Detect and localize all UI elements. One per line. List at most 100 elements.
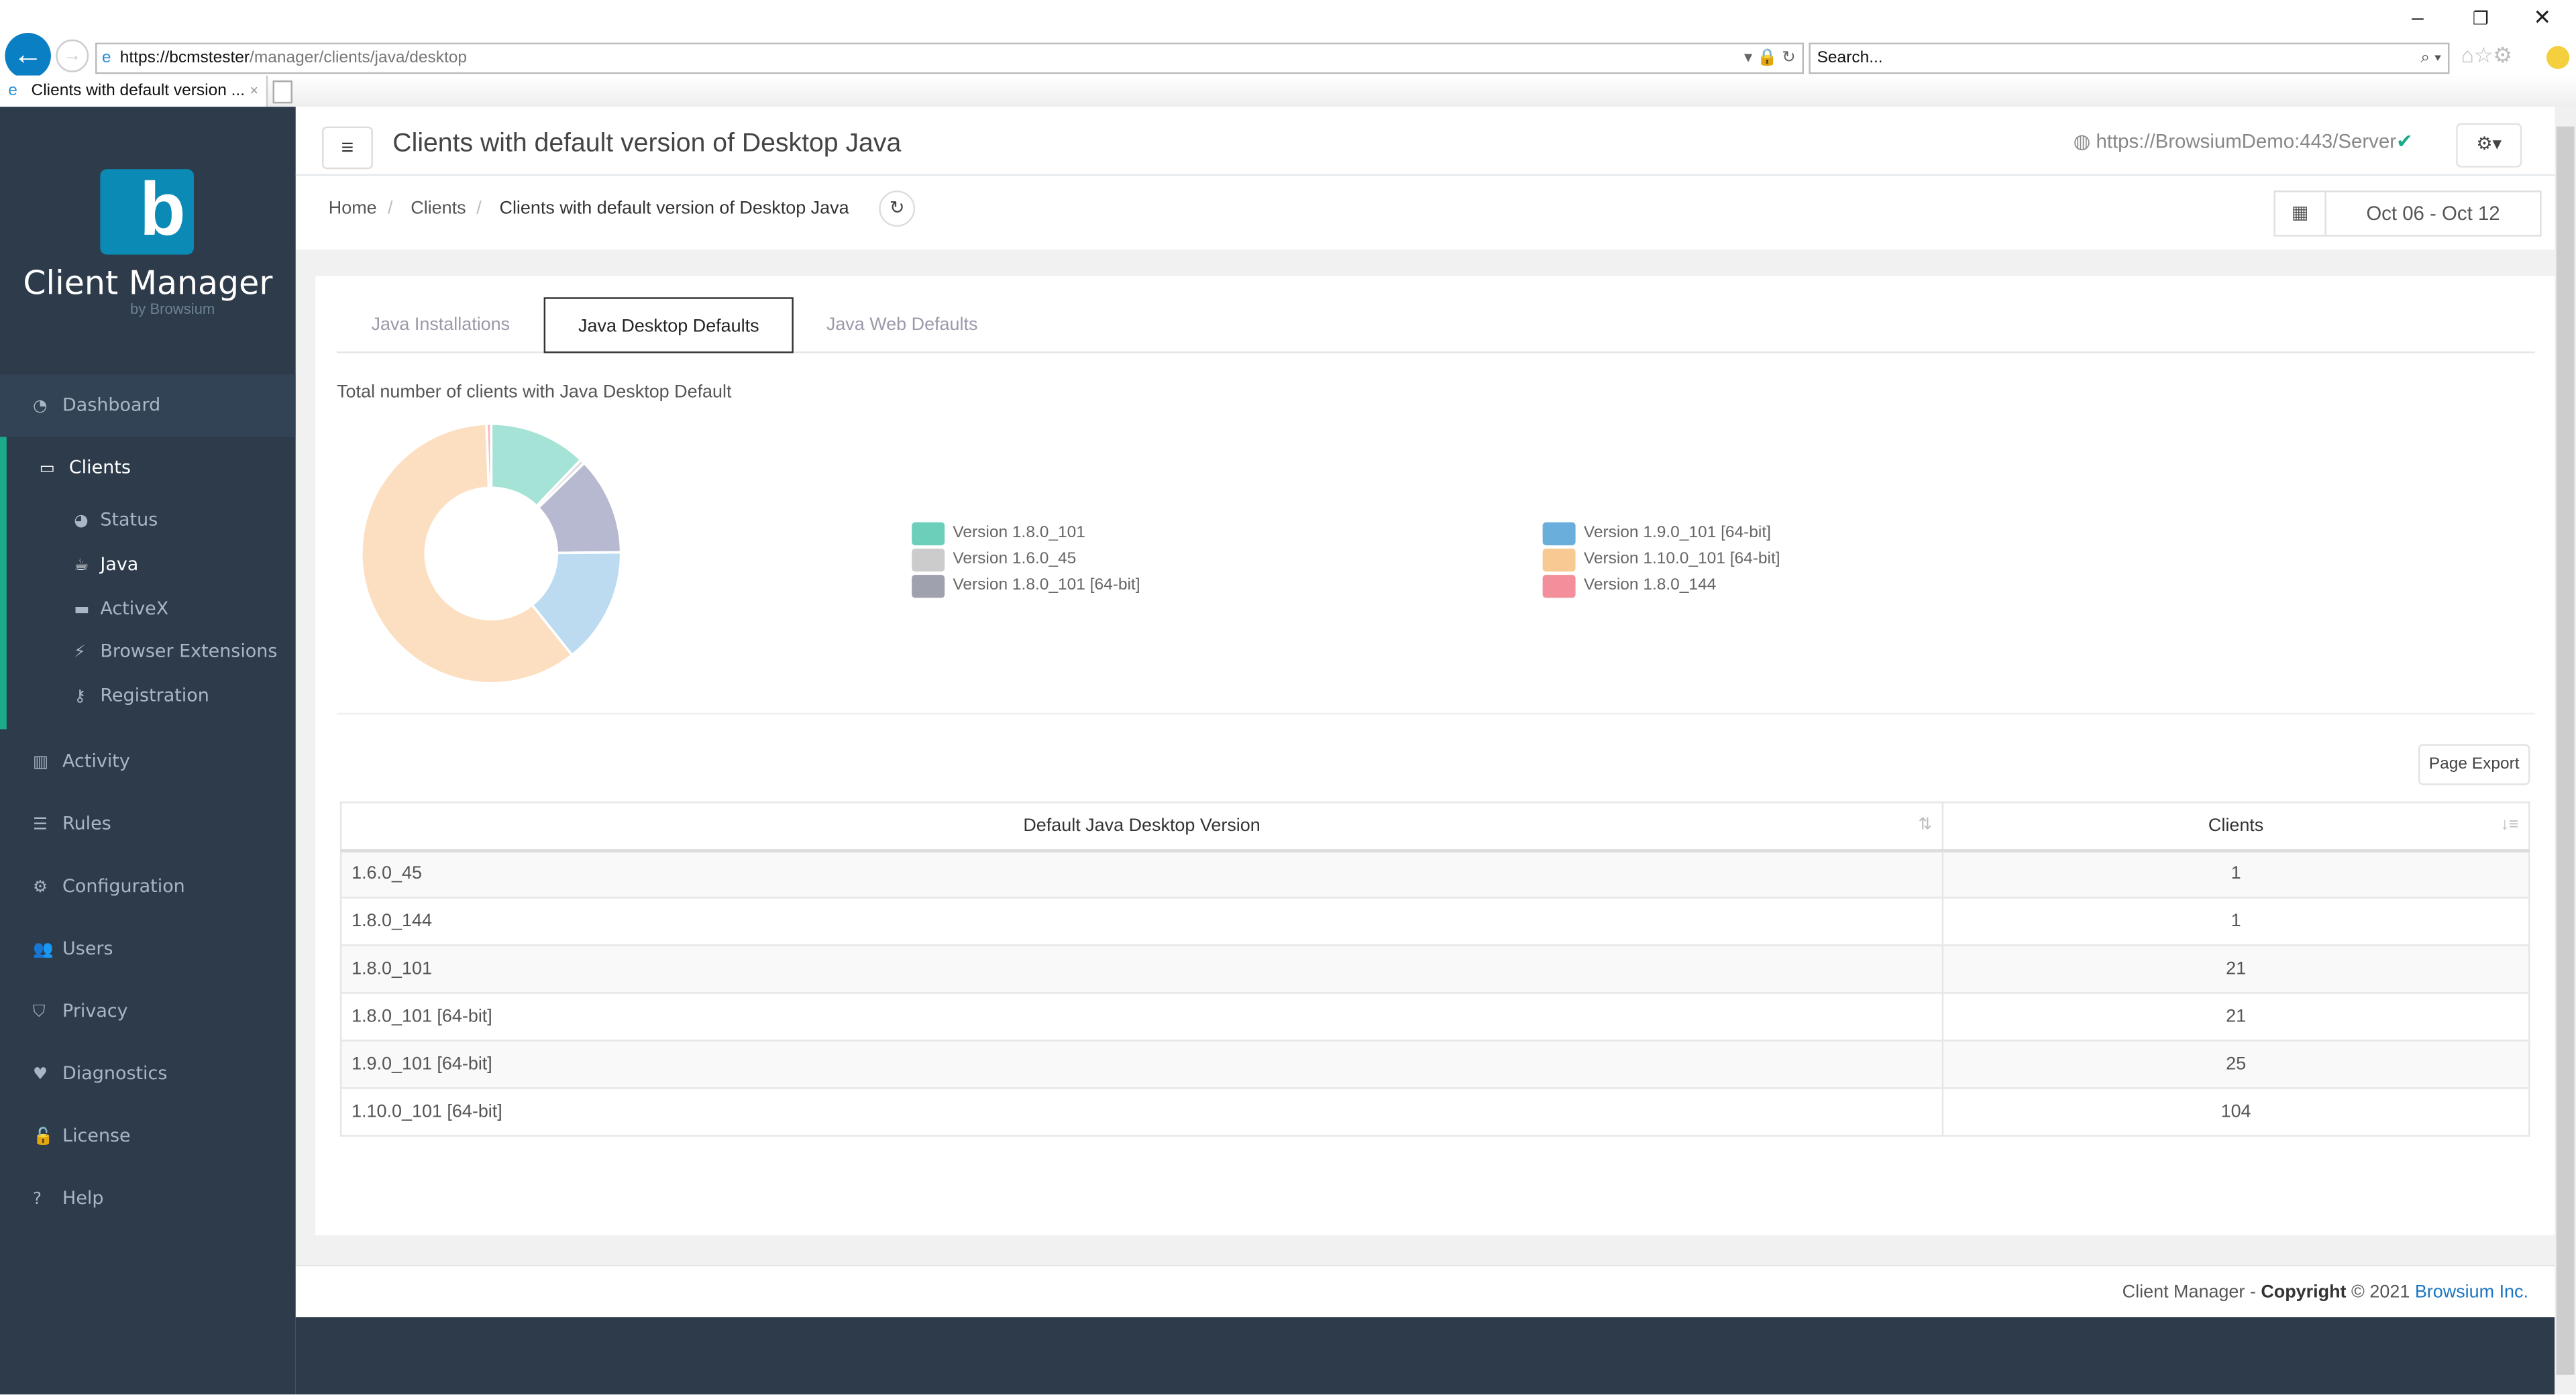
brand-sub: by Browsium [130, 300, 215, 317]
chart-title: Total number of clients with Java Deskto… [337, 382, 732, 403]
tab-java-web-defaults[interactable]: Java Web Defaults [826, 315, 978, 335]
header-label: Default Java Desktop Version [1023, 816, 1260, 836]
sidebar-sub-browser-extensions[interactable]: ⚡ Browser Extensions [74, 630, 277, 673]
gear-icon: ⚙ [32, 879, 48, 897]
key-icon: ⚷ [74, 688, 87, 707]
legend-swatch [1542, 575, 1576, 598]
label: Status [100, 509, 158, 531]
home-star-gear-icons[interactable]: ⌂☆⚙ [2461, 42, 2512, 68]
bar-chart-icon: ▥ [32, 754, 49, 773]
page-export-button[interactable]: Page Export [2418, 744, 2530, 785]
scrollbar[interactable] [2555, 107, 2576, 1395]
sidebar-item-configuration[interactable]: ⚙ Configuration [0, 856, 296, 918]
search-input[interactable]: Search... ⌕ ▾ [1809, 42, 2450, 74]
breadcrumb-clients[interactable]: Clients [411, 199, 466, 219]
version-cell: 1.10.0_101 [64-bit] [339, 1087, 1944, 1137]
donut-slice[interactable] [360, 423, 574, 685]
label: Java [100, 553, 139, 575]
version-cell: 1.6.0_45 [339, 849, 1944, 899]
tab-java-installations[interactable]: Java Installations [371, 315, 511, 335]
column-header-version[interactable]: Default Java Desktop Version ⇅ [339, 801, 1944, 852]
sidebar-item-dashboard[interactable]: ◔ Dashboard [0, 374, 296, 437]
forward-button[interactable]: → [56, 39, 89, 72]
version-cell: 1.9.0_101 [64-bit] [339, 1040, 1944, 1089]
legend-swatch [1542, 522, 1576, 546]
new-tab-button[interactable] [272, 80, 292, 104]
scrollbar-thumb[interactable] [2556, 126, 2575, 1375]
lock-refresh-icon[interactable]: ▾ 🔒 ↻ [1743, 49, 1796, 68]
close-icon[interactable]: ✕ [2533, 5, 2552, 30]
legend-label: Version 1.8.0_101 [953, 524, 1085, 543]
versions-table: Default Java Desktop Version ⇅ Clients ↓≡ … [339, 801, 2530, 1137]
tab-java-desktop-defaults[interactable]: Java Desktop Defaults [543, 297, 794, 353]
legend-item[interactable]: Version 1.8.0_101 [912, 522, 1085, 546]
footer-copyright: Copyright [2261, 1282, 2347, 1303]
label: Users [62, 938, 113, 960]
logo: b [100, 169, 194, 255]
search-placeholder: Search... [1817, 49, 1883, 68]
sidebar-item-clients[interactable]: ▭ Clients [0, 437, 296, 499]
settings-dropdown-button[interactable]: ⚙▾ [2456, 123, 2522, 168]
legend-item[interactable]: Version 1.9.0_101 [64-bit] [1542, 522, 1771, 546]
minimize-icon[interactable]: – [2412, 5, 2424, 30]
breadcrumb-home[interactable]: Home [328, 199, 377, 219]
dashboard-highlight [0, 374, 296, 437]
tab-strip [0, 75, 2576, 107]
donut-slice[interactable] [530, 551, 623, 657]
table-row: 1.8.0_101 [64-bit] 21 [339, 992, 2530, 1042]
smiley-icon[interactable] [2546, 46, 2570, 69]
version-cell: 1.8.0_144 [339, 897, 1944, 946]
company-link[interactable]: Browsium Inc. [2414, 1282, 2529, 1303]
sort-icon[interactable]: ⇅ [1918, 816, 1933, 835]
date-range-picker[interactable]: ▦ Oct 06 - Oct 12 [2273, 190, 2542, 237]
sidebar-item-users[interactable]: 👥 Users [0, 918, 296, 981]
tab-close-icon[interactable]: × [250, 82, 259, 99]
sidebar-item-privacy[interactable]: ⛉ Privacy [0, 981, 296, 1043]
sidebar-item-diagnostics[interactable]: ♥ Diagnostics [0, 1043, 296, 1105]
sidebar-sub-java[interactable]: ☕ Java [74, 544, 138, 587]
refresh-icon[interactable]: ↻ [879, 190, 916, 227]
sort-desc-icon[interactable]: ↓≡ [2500, 816, 2519, 835]
legend-item[interactable]: Version 1.10.0_101 [64-bit] [1542, 548, 1780, 572]
sidebar-sub-status[interactable]: ◕ Status [74, 499, 158, 542]
browser-tab[interactable]: e Clients with default version ... × [0, 75, 268, 107]
archive-icon: ▬ [74, 601, 90, 620]
sidebar-sub-activex[interactable]: ▬ ActiveX [74, 588, 168, 631]
legend-item[interactable]: Version 1.8.0_101 [64-bit] [912, 575, 1140, 598]
footer: Client Manager - Copyright © 2021 Browsi… [295, 1264, 2555, 1318]
sidebar-item-license[interactable]: 🔓 License [0, 1105, 296, 1168]
menu-toggle-button[interactable]: ≡ [322, 126, 373, 170]
label: Configuration [62, 875, 185, 897]
bottom-bar [295, 1317, 2555, 1395]
restore-icon[interactable]: ❐ [2472, 9, 2489, 30]
legend-item[interactable]: Version 1.6.0_45 [912, 548, 1076, 572]
active-indicator [0, 437, 7, 730]
sidebar-item-activity[interactable]: ▥ Activity [0, 731, 296, 793]
coffee-icon: ☕ [74, 557, 89, 575]
unlock-icon: 🔓 [32, 1128, 54, 1147]
label: Dashboard [62, 394, 161, 416]
label: Browser Extensions [100, 640, 278, 662]
server-link[interactable]: ◍ https://BrowsiumDemo:443/Server✔ [2073, 129, 2413, 153]
legend-label: Version 1.10.0_101 [64-bit] [1583, 550, 1780, 569]
sidebar-item-rules[interactable]: ☰ Rules [0, 793, 296, 856]
legend-swatch [912, 575, 945, 598]
server-url: https://BrowsiumDemo:443/Server [2096, 129, 2397, 153]
donut-slice[interactable] [485, 423, 493, 490]
address-bar[interactable]: e https://bcmstester/manager/clients/java… [95, 42, 1805, 74]
header-label: Clients [2208, 816, 2264, 836]
column-header-clients[interactable]: Clients ↓≡ [1941, 801, 2530, 852]
search-icon[interactable]: ⌕ ▾ [2420, 49, 2442, 68]
sidebar-sub-registration[interactable]: ⚷ Registration [74, 675, 209, 718]
separator: / [476, 199, 482, 219]
table-row: 1.9.0_101 [64-bit] 25 [339, 1040, 2530, 1089]
legend-item[interactable]: Version 1.8.0_144 [1542, 575, 1716, 598]
back-button[interactable]: ← [5, 32, 51, 79]
heartbeat-icon: ♥ [32, 1066, 48, 1084]
sidebar-item-help[interactable]: ? Help [0, 1168, 296, 1230]
tab-title: Clients with default version ... [31, 82, 246, 101]
users-icon: 👥 [32, 941, 54, 960]
url-host: https://bcmstester [119, 49, 250, 68]
footer-year: © 2021 [2351, 1282, 2415, 1303]
